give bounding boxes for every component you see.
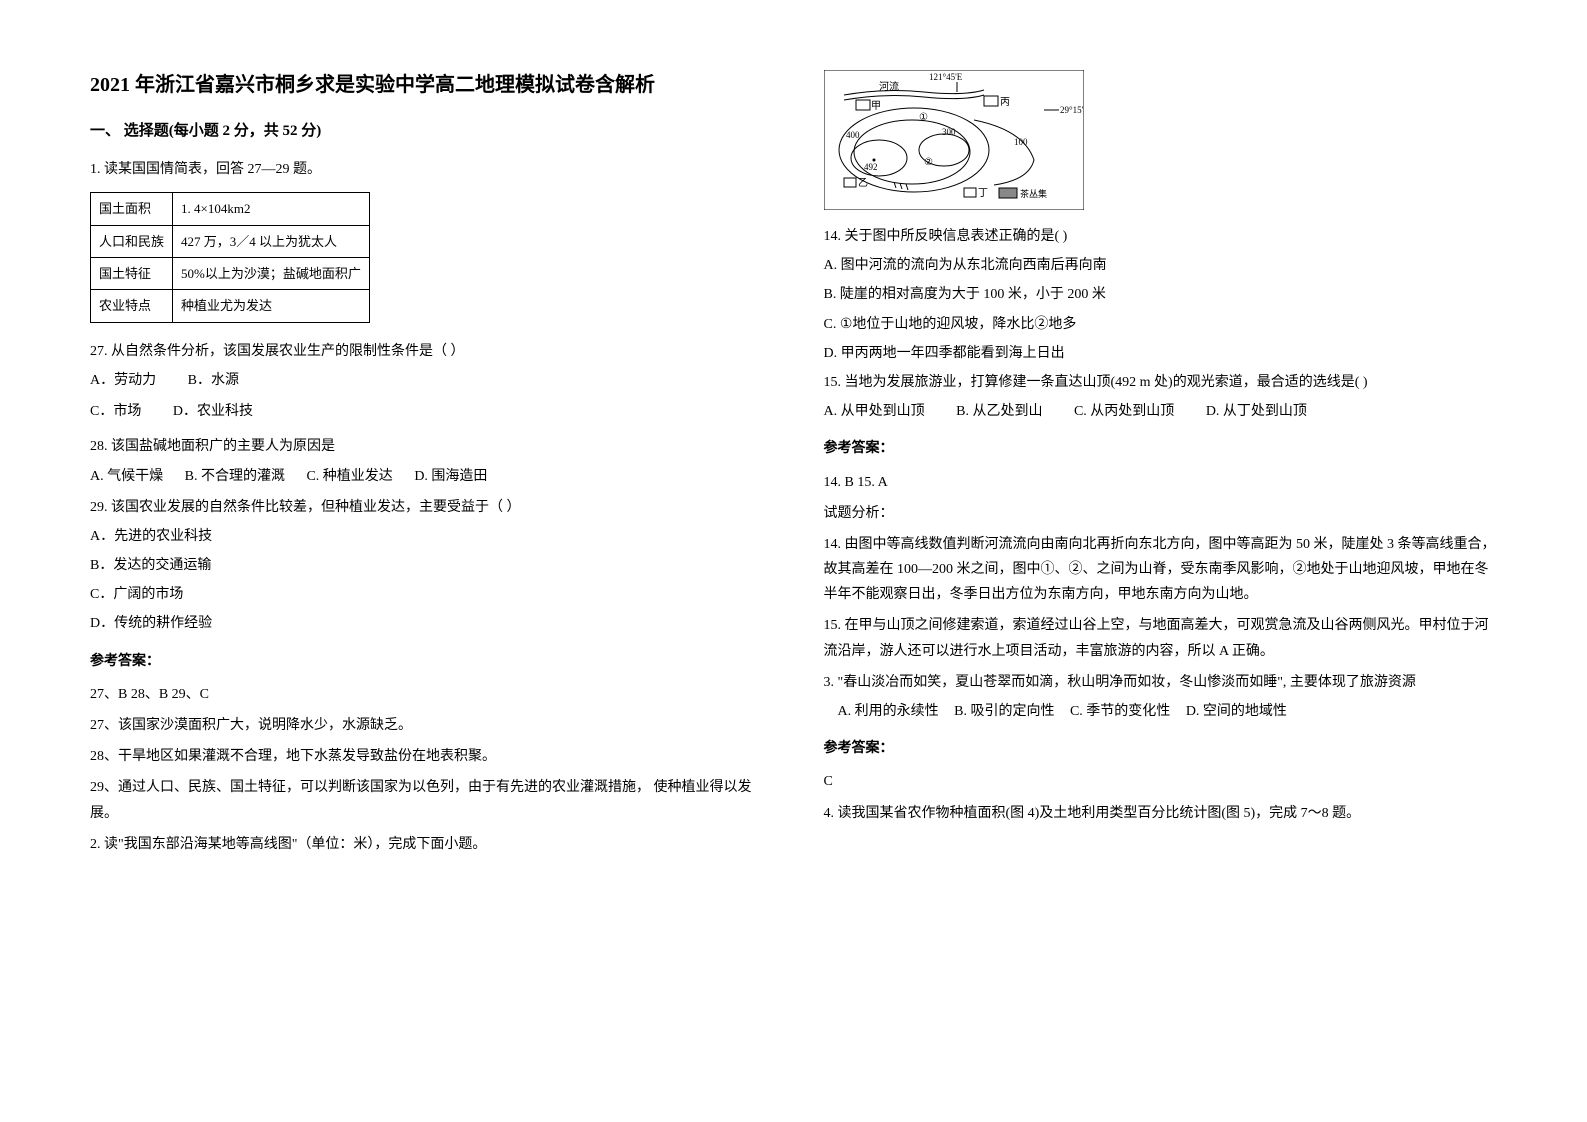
q1-answers: 27、B 28、B 29、C: [90, 682, 764, 707]
left-column: 2021 年浙江省嘉兴市桐乡求是实验中学高二地理模拟试卷含解析 一、 选择题(每…: [90, 70, 764, 1052]
q2-answers: 14. B 15. A: [824, 470, 1498, 495]
q29-opt-b: B．发达的交通运输: [90, 553, 764, 578]
h300-label: 300: [942, 127, 956, 137]
circle1-label: ①: [919, 112, 928, 123]
q28-opt-c: C. 种植业发达: [306, 464, 392, 489]
legend-label: 茶丛集: [1020, 188, 1047, 199]
circle2-label: ②: [924, 157, 933, 168]
q3-stem: 3. "春山淡冶而如笑，夏山苍翠而如滴，秋山明净而如妆，冬山惨淡而如睡", 主要…: [824, 670, 1498, 695]
map-lon-label: 121°45'E: [929, 72, 963, 82]
h400-label: 400: [846, 130, 860, 140]
yi-label: 乙: [858, 177, 868, 189]
q4-stem: 4. 读我国某省农作物种植面积(图 4)及土地利用类型百分比统计图(图 5)，完…: [824, 801, 1498, 826]
cell: 人口和民族: [91, 225, 173, 257]
contour-map-figure: 121°45'E 29°15'N 河流 甲 丙 400 300 100 492 …: [824, 70, 1084, 210]
q2-analysis-label: 试题分析：: [824, 501, 1498, 526]
q15-opt-d: D. 从丁处到山顶: [1206, 399, 1307, 424]
q14-opt-c: C. ①地位于山地的迎风坡，降水比②地多: [824, 312, 1498, 337]
q27-opt-b: B．水源: [188, 368, 239, 393]
jia-label: 甲: [871, 101, 881, 112]
q3-options: A. 利用的永续性 B. 吸引的定向性 C. 季节的变化性 D. 空间的地域性: [824, 699, 1498, 724]
q28-explanation: 28、干旱地区如果灌溉不合理，地下水蒸发导致盐份在地表积聚。: [90, 744, 764, 769]
q15-opt-c: C. 从丙处到山顶: [1074, 399, 1174, 424]
map-lat-label: 29°15'N: [1060, 105, 1084, 115]
river-label: 河流: [879, 80, 899, 93]
q28-stem: 28. 该国盐碱地面积广的主要人为原因是: [90, 434, 764, 459]
q27-options-row2: C．市场 D．农业科技: [90, 399, 764, 424]
q3-opt-d: D. 空间的地域性: [1186, 699, 1287, 724]
cell: 国土面积: [91, 193, 173, 225]
q27-opt-a: A．劳动力: [90, 368, 156, 393]
q28-opt-d: D. 围海造田: [414, 464, 487, 489]
q3-answer-label: 参考答案：: [824, 736, 1498, 761]
q15-explanation: 15. 在甲与山顶之间修建索道，索道经过山谷上空，与地面高差大，可观赏急流及山谷…: [824, 613, 1498, 663]
table-row: 人口和民族 427 万，3／4 以上为犹太人: [91, 225, 370, 257]
q15-opt-b: B. 从乙处到山: [956, 399, 1042, 424]
q29-opt-d: D．传统的耕作经验: [90, 611, 764, 636]
cell: 50%以上为沙漠；盐碱地面积广: [173, 257, 370, 289]
q15-stem: 15. 当地为发展旅游业，打算修建一条直达山顶(492 m 处)的观光索道，最合…: [824, 370, 1498, 395]
q27-opt-c: C．市场: [90, 399, 141, 424]
q1-stem: 1. 读某国国情简表，回答 27—29 题。: [90, 157, 764, 182]
q14-stem: 14. 关于图中所反映信息表述正确的是( ): [824, 224, 1498, 249]
q28-opt-b: B. 不合理的灌溉: [185, 464, 285, 489]
q14-opt-b: B. 陡崖的相对高度为大于 100 米，小于 200 米: [824, 282, 1498, 307]
q14-opt-a: A. 图中河流的流向为从东北流向西南后再向南: [824, 253, 1498, 278]
q14-opt-d: D. 甲丙两地一年四季都能看到海上日出: [824, 341, 1498, 366]
table-row: 国土特征 50%以上为沙漠；盐碱地面积广: [91, 257, 370, 289]
table-row: 农业特点 种植业尤为发达: [91, 290, 370, 322]
q3-answer: C: [824, 769, 1498, 794]
q1-answer-label: 参考答案：: [90, 649, 764, 674]
q14-explanation: 14. 由图中等高线数值判断河流流向由南向北再折向东北方向，图中等高距为 50 …: [824, 532, 1498, 608]
q15-options: A. 从甲处到山顶 B. 从乙处到山 C. 从丙处到山顶 D. 从丁处到山顶: [824, 399, 1498, 424]
q27-options-row1: A．劳动力 B．水源: [90, 368, 764, 393]
h100-label: 100: [1014, 137, 1028, 147]
q2-stem: 2. 读"我国东部沿海某地等高线图"（单位：米），完成下面小题。: [90, 832, 764, 857]
right-column: 121°45'E 29°15'N 河流 甲 丙 400 300 100 492 …: [824, 70, 1498, 1052]
section-1-title: 一、 选择题(每小题 2 分，共 52 分): [90, 118, 764, 145]
cell: 427 万，3／4 以上为犹太人: [173, 225, 370, 257]
q27-explanation: 27、该国家沙漠面积广大，说明降水少，水源缺乏。: [90, 713, 764, 738]
q27-opt-d: D．农业科技: [173, 399, 253, 424]
q15-opt-a: A. 从甲处到山顶: [824, 399, 925, 424]
q27-stem: 27. 从自然条件分析，该国发展农业生产的限制性条件是（ ）: [90, 339, 764, 364]
q2-answer-label: 参考答案：: [824, 436, 1498, 461]
q1-table: 国土面积 1. 4×104km2 人口和民族 427 万，3／4 以上为犹太人 …: [90, 192, 370, 323]
q29-stem: 29. 该国农业发展的自然条件比较差，但种植业发达，主要受益于（ ）: [90, 495, 764, 520]
q3-opt-a: A. 利用的永续性: [838, 699, 939, 724]
ding-label: 丁: [978, 188, 988, 199]
cell: 种植业尤为发达: [173, 290, 370, 322]
q29-opt-a: A．先进的农业科技: [90, 524, 764, 549]
q29-opt-c: C．广阔的市场: [90, 582, 764, 607]
table-row: 国土面积 1. 4×104km2: [91, 193, 370, 225]
q29-explanation: 29、通过人口、民族、国土特征，可以判断该国家为以色列，由于有先进的农业灌溉措施…: [90, 775, 764, 825]
q28-opt-a: A. 气候干燥: [90, 464, 163, 489]
bing-label: 丙: [1000, 97, 1010, 108]
cell: 国土特征: [91, 257, 173, 289]
h492-label: 492: [864, 162, 878, 172]
q3-opt-b: B. 吸引的定向性: [954, 699, 1054, 724]
cell: 农业特点: [91, 290, 173, 322]
cell: 1. 4×104km2: [173, 193, 370, 225]
q3-opt-c: C. 季节的变化性: [1070, 699, 1170, 724]
q28-options: A. 气候干燥 B. 不合理的灌溉 C. 种植业发达 D. 围海造田: [90, 464, 764, 489]
doc-title: 2021 年浙江省嘉兴市桐乡求是实验中学高二地理模拟试卷含解析: [90, 70, 764, 100]
